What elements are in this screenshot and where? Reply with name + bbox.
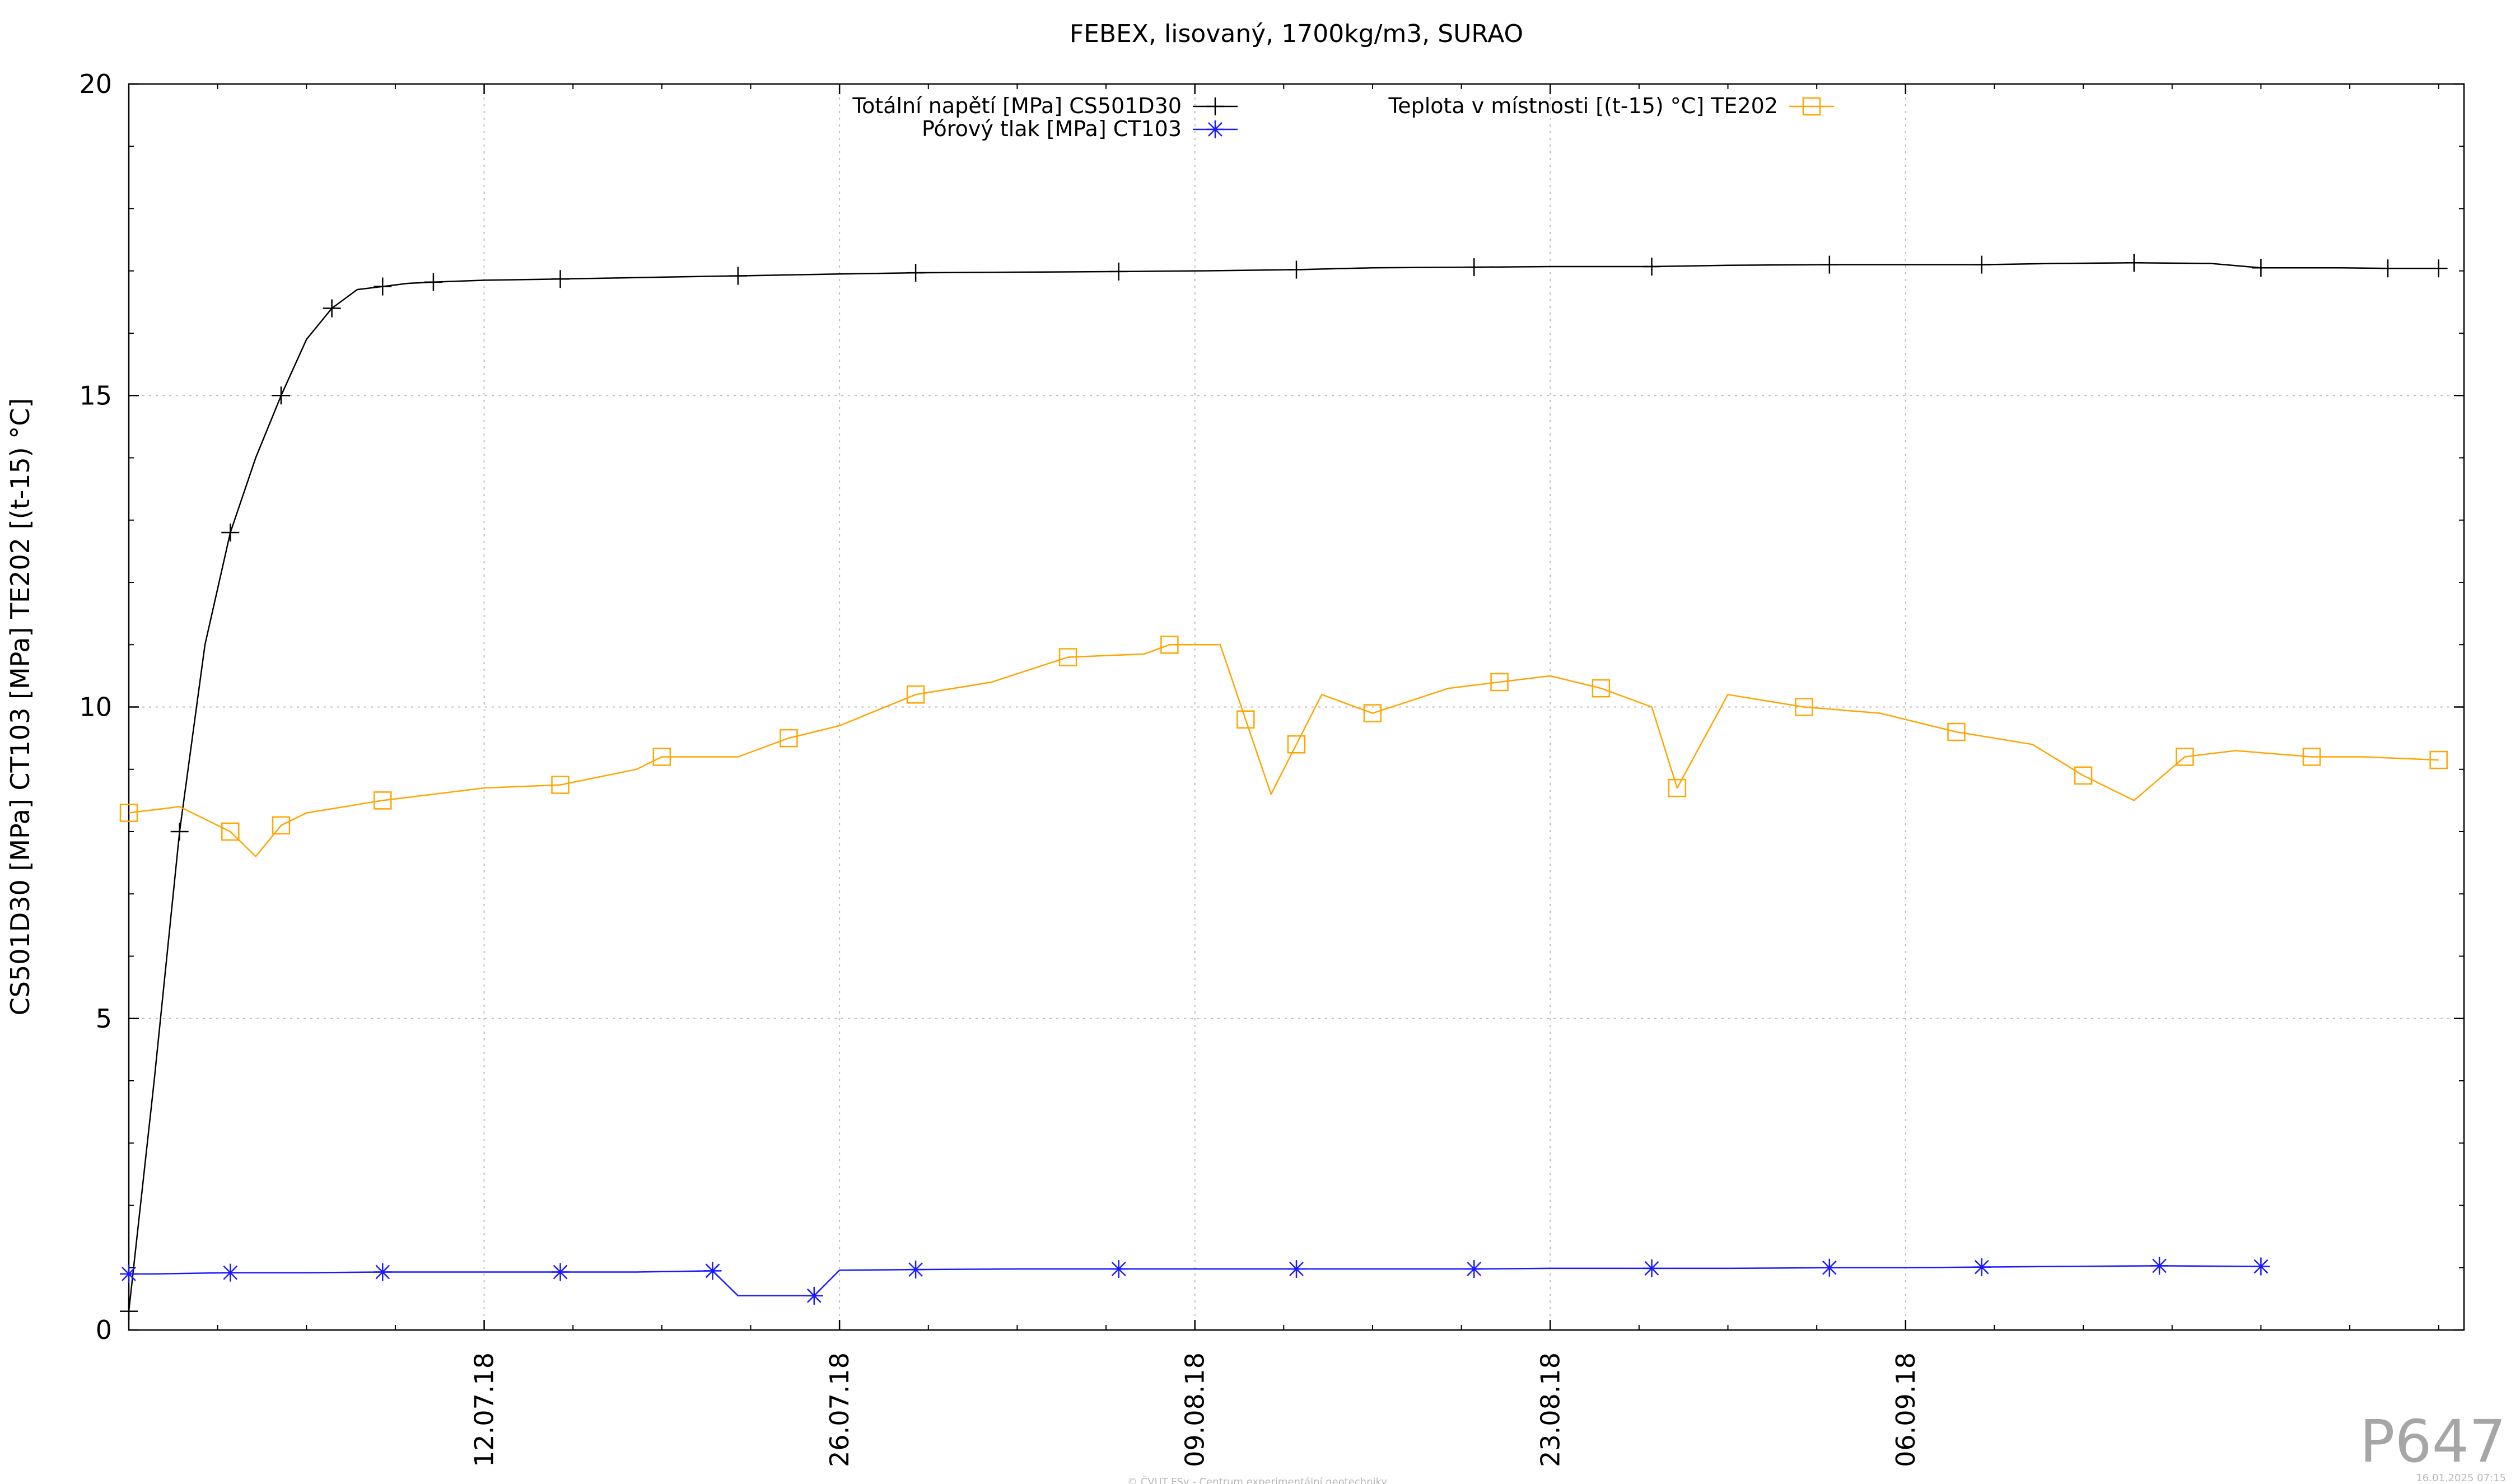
data-point-pore-pressure bbox=[551, 1263, 570, 1281]
data-point-total-stress bbox=[272, 386, 290, 405]
x-tick-label: 23.08.18 bbox=[1535, 1352, 1565, 1467]
y-tick-label: 5 bbox=[96, 1004, 112, 1034]
data-point-total-stress bbox=[120, 1302, 138, 1320]
x-tick-label: 06.09.18 bbox=[1891, 1352, 1921, 1467]
data-point-pore-pressure bbox=[1972, 1258, 1991, 1276]
series-layer bbox=[119, 254, 2448, 1320]
data-point-total-stress bbox=[1642, 257, 1661, 276]
data-point-total-stress bbox=[374, 277, 392, 296]
data-point-total-stress bbox=[551, 270, 570, 288]
data-point-room-temperature bbox=[2302, 748, 2321, 766]
data-point-room-temperature bbox=[906, 685, 925, 704]
data-point-room-temperature bbox=[2176, 748, 2194, 766]
x-tick-label: 09.08.18 bbox=[1180, 1352, 1210, 1467]
data-point-room-temperature bbox=[551, 776, 570, 794]
series-total-stress bbox=[120, 254, 2448, 1320]
data-point-pore-pressure bbox=[907, 1261, 925, 1279]
legend-entry-pore-pressure: Pórový tlak [MPa] CT103 bbox=[922, 116, 1238, 141]
data-point-pore-pressure bbox=[805, 1286, 823, 1305]
data-point-room-temperature bbox=[2429, 750, 2448, 769]
legend-entry-room-temperature: Teplota v místnosti [(t-15) °C] TE202 bbox=[1388, 94, 1834, 118]
data-point-room-temperature bbox=[1236, 710, 1255, 729]
data-point-room-temperature bbox=[780, 729, 798, 748]
data-point-pore-pressure bbox=[1287, 1259, 1305, 1278]
data-point-total-stress bbox=[729, 267, 747, 285]
data-point-total-stress bbox=[1820, 255, 1838, 274]
data-point-total-stress bbox=[907, 264, 925, 282]
data-point-room-temperature bbox=[2074, 766, 2093, 785]
data-point-total-stress bbox=[2379, 259, 2397, 278]
data-point-room-temperature bbox=[119, 804, 138, 822]
data-point-pore-pressure bbox=[2150, 1257, 2169, 1275]
data-point-pore-pressure bbox=[374, 1263, 392, 1281]
data-point-room-temperature bbox=[1287, 735, 1306, 754]
legend-label: Teplota v místnosti [(t-15) °C] TE202 bbox=[1388, 94, 1778, 118]
data-point-total-stress bbox=[2429, 259, 2448, 278]
x-tick-label: 12.07.18 bbox=[469, 1352, 500, 1467]
data-point-total-stress bbox=[2125, 254, 2143, 272]
series-line-total-stress bbox=[128, 262, 2439, 1312]
y-tick-label: 20 bbox=[79, 69, 112, 99]
data-point-room-temperature bbox=[1363, 704, 1382, 722]
y-axis-label: CS501D30 [MPa] CT103 [MPa] TE202 [(t-15)… bbox=[5, 398, 35, 1016]
data-point-pore-pressure bbox=[1642, 1259, 1661, 1277]
data-point-pore-pressure bbox=[221, 1263, 240, 1282]
chart-title: FEBEX, lisovaný, 1700kg/m3, SURAO bbox=[1070, 20, 1523, 48]
x-tick-label: 26.07.18 bbox=[824, 1352, 855, 1467]
footer-timestamp: 16.01.2025 07:15 bbox=[2416, 1472, 2506, 1484]
data-point-room-temperature bbox=[272, 816, 291, 835]
axis-ticks: 0 5 10 15 20 12.07.18 26.07.18 09.08.18 23.08.18… bbox=[79, 69, 2464, 1467]
data-point-total-stress bbox=[170, 823, 189, 841]
data-point-total-stress bbox=[1287, 260, 1305, 279]
footer-copyright: © ČVUT FSv - Centrum experimentální geot… bbox=[1127, 1476, 1387, 1484]
data-point-pore-pressure bbox=[703, 1262, 722, 1280]
data-point-pore-pressure bbox=[120, 1264, 138, 1283]
data-point-room-temperature bbox=[1490, 673, 1509, 692]
series-room-temperature bbox=[119, 636, 2448, 857]
data-point-total-stress bbox=[424, 273, 442, 291]
data-point-pore-pressure bbox=[1465, 1259, 1483, 1278]
y-tick-label: 0 bbox=[96, 1315, 112, 1345]
data-point-room-temperature bbox=[1058, 648, 1077, 666]
data-point-total-stress bbox=[1109, 262, 1128, 281]
data-point-room-temperature bbox=[221, 822, 240, 841]
data-point-room-temperature bbox=[652, 748, 671, 766]
series-line-room-temperature bbox=[128, 644, 2439, 857]
legend-label: Totální napětí [MPa] CS501D30 bbox=[852, 94, 1182, 118]
data-point-pore-pressure bbox=[1820, 1258, 1838, 1277]
y-tick-label: 15 bbox=[79, 380, 112, 410]
y-tick-label: 10 bbox=[79, 692, 112, 722]
data-point-room-temperature bbox=[1947, 722, 1966, 741]
data-point-room-temperature bbox=[1795, 698, 1813, 716]
data-point-total-stress bbox=[323, 299, 341, 318]
legend-label: Pórový tlak [MPa] CT103 bbox=[922, 116, 1182, 141]
legend-swatch-marker bbox=[1802, 97, 1821, 116]
data-point-total-stress bbox=[1465, 258, 1483, 277]
data-point-pore-pressure bbox=[1109, 1259, 1128, 1278]
legend-entry-total-stress: Totální napětí [MPa] CS501D30 bbox=[852, 94, 1238, 118]
plate-label: P647 bbox=[2360, 1407, 2506, 1476]
data-point-total-stress bbox=[2252, 259, 2270, 277]
data-point-room-temperature bbox=[1592, 679, 1611, 698]
data-point-room-temperature bbox=[1668, 778, 1687, 797]
data-point-total-stress bbox=[1972, 255, 1991, 274]
legend-swatch-marker bbox=[1206, 97, 1224, 115]
legend-swatch-marker bbox=[1206, 120, 1224, 138]
data-point-total-stress bbox=[221, 524, 240, 542]
data-point-pore-pressure bbox=[2252, 1257, 2270, 1276]
series-line-pore-pressure bbox=[129, 1265, 2261, 1297]
data-point-room-temperature bbox=[374, 791, 392, 810]
series-pore-pressure bbox=[120, 1257, 2270, 1305]
data-point-room-temperature bbox=[1160, 636, 1179, 654]
